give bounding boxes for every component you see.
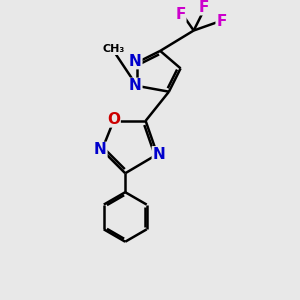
Text: F: F	[216, 14, 226, 29]
Text: N: N	[129, 54, 142, 69]
Text: N: N	[152, 147, 165, 162]
Text: N: N	[129, 78, 142, 93]
Text: F: F	[199, 0, 209, 15]
Text: CH₃: CH₃	[103, 44, 125, 54]
Text: O: O	[107, 112, 120, 127]
Text: F: F	[176, 7, 186, 22]
Text: N: N	[94, 142, 107, 158]
